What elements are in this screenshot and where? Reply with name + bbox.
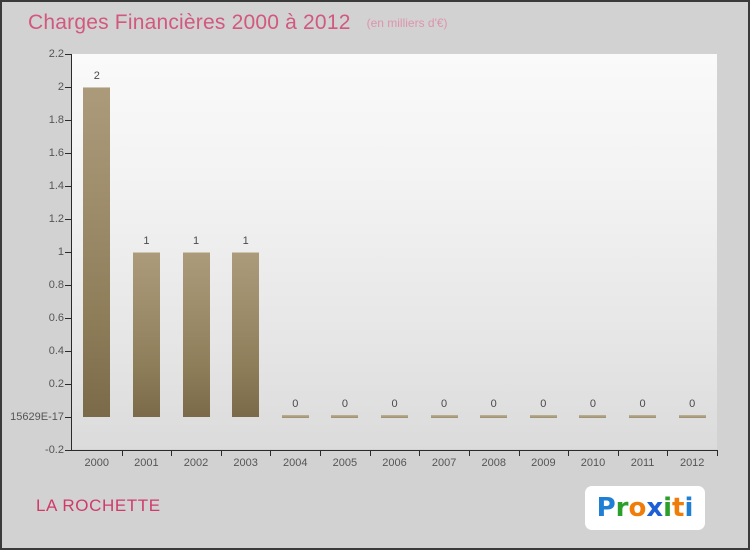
x-axis-tick bbox=[667, 450, 668, 456]
y-axis-tick bbox=[65, 318, 72, 319]
x-axis-tick bbox=[717, 450, 718, 456]
x-axis-label: 2008 bbox=[481, 457, 506, 469]
logo-letter: i bbox=[684, 493, 694, 523]
bar[interactable] bbox=[529, 415, 557, 418]
bar[interactable] bbox=[232, 252, 260, 417]
y-axis-tick bbox=[65, 153, 72, 154]
bar-value-label: 1 bbox=[143, 235, 150, 247]
bar-value-label: 1 bbox=[242, 235, 249, 247]
y-axis-tick bbox=[65, 186, 72, 187]
y-axis-label: 1.2 bbox=[48, 213, 64, 225]
x-axis-tick bbox=[171, 450, 172, 456]
x-axis-label: 2003 bbox=[233, 457, 258, 469]
x-axis-label: 2001 bbox=[134, 457, 159, 469]
bar-value-label: 0 bbox=[391, 398, 398, 410]
x-axis-line bbox=[71, 450, 718, 451]
logo-letter: i bbox=[663, 493, 673, 523]
x-axis-tick bbox=[519, 450, 520, 456]
y-axis-tick bbox=[65, 450, 72, 451]
bar[interactable] bbox=[281, 415, 309, 418]
x-axis-label: 2002 bbox=[183, 457, 209, 469]
page-title: Charges Financières 2000 à 2012 bbox=[28, 11, 351, 34]
y-axis-label: 1 bbox=[57, 246, 64, 258]
y-axis-tick bbox=[65, 351, 72, 352]
y-axis-label: 0.2 bbox=[48, 378, 64, 390]
x-axis-tick bbox=[270, 450, 271, 456]
bar-value-label: 0 bbox=[341, 398, 348, 410]
y-axis-label: 15629E-17 bbox=[10, 411, 64, 423]
x-axis-tick bbox=[568, 450, 569, 456]
x-axis-label: 2011 bbox=[630, 457, 655, 469]
bar-value-label: 0 bbox=[589, 398, 597, 410]
bar-value-label: 0 bbox=[540, 398, 547, 410]
x-axis-label: 2006 bbox=[382, 457, 407, 469]
x-axis-tick bbox=[370, 450, 371, 456]
chart-header: Charges Financières 2000 à 2012 (en mill… bbox=[2, 2, 748, 44]
logo-letter: o bbox=[628, 493, 647, 523]
bar[interactable] bbox=[480, 415, 508, 418]
y-axis-label: 1.6 bbox=[48, 147, 64, 159]
x-axis-label: 2010 bbox=[580, 457, 606, 469]
y-axis-label: 2 bbox=[57, 81, 64, 93]
bar[interactable] bbox=[331, 415, 359, 418]
logo-letter: r bbox=[615, 493, 629, 523]
bar[interactable] bbox=[579, 415, 607, 418]
bar[interactable] bbox=[132, 252, 160, 417]
x-axis-tick bbox=[122, 450, 123, 456]
bar[interactable] bbox=[182, 252, 210, 417]
bar-value-label: 0 bbox=[689, 398, 696, 410]
y-axis-tick bbox=[65, 285, 72, 286]
y-axis-tick bbox=[65, 219, 72, 220]
bar[interactable] bbox=[381, 415, 408, 418]
proxiti-logo[interactable]: Proxiti bbox=[585, 486, 705, 530]
bar[interactable] bbox=[629, 415, 657, 418]
y-axis-tick bbox=[65, 120, 72, 121]
bar-value-label: 1 bbox=[192, 235, 200, 247]
logo-letter: x bbox=[646, 493, 664, 523]
plot-area bbox=[72, 54, 717, 449]
y-axis-label: 2.2 bbox=[48, 48, 64, 60]
x-axis-tick bbox=[221, 450, 222, 456]
y-axis-tick bbox=[65, 87, 72, 88]
y-axis-tick bbox=[65, 384, 72, 385]
bar-value-label: 0 bbox=[639, 398, 646, 410]
x-axis-label: 2012 bbox=[679, 457, 705, 469]
logo-letter: P bbox=[596, 493, 616, 523]
x-axis-tick bbox=[320, 450, 321, 456]
x-axis-tick bbox=[618, 450, 619, 456]
proxiti-logo-text: Proxiti bbox=[597, 495, 694, 521]
commune-label: LA ROCHETTE bbox=[36, 496, 161, 515]
chart-subtitle: (en milliers d'€) bbox=[366, 16, 448, 30]
y-axis-label: 0.6 bbox=[48, 312, 64, 324]
x-axis-tick bbox=[469, 450, 470, 456]
bar-value-label: 0 bbox=[490, 398, 497, 410]
chart-footer: LA ROCHETTE Proxiti bbox=[2, 472, 748, 548]
y-axis-tick bbox=[65, 252, 72, 253]
logo-letter: t bbox=[672, 493, 685, 523]
y-axis-tick bbox=[65, 54, 72, 55]
y-axis-label: 1.4 bbox=[48, 180, 64, 192]
bar-value-label: 2 bbox=[93, 70, 100, 82]
x-axis-label: 2004 bbox=[283, 457, 308, 469]
y-axis-label: 0.4 bbox=[48, 345, 64, 357]
bar-value-label: 0 bbox=[441, 398, 448, 410]
x-axis-label: 2009 bbox=[531, 457, 556, 469]
y-axis-tick bbox=[65, 417, 72, 418]
y-axis-label: 1.8 bbox=[48, 114, 64, 126]
y-axis-label: -0.2 bbox=[45, 444, 64, 456]
bar[interactable] bbox=[678, 415, 706, 418]
bar-value-label: 0 bbox=[292, 398, 299, 410]
x-axis-tick bbox=[419, 450, 420, 456]
x-axis-label: 2005 bbox=[332, 457, 358, 469]
bar[interactable] bbox=[83, 87, 111, 417]
x-axis-label: 2000 bbox=[84, 457, 110, 469]
y-axis-label: 0.8 bbox=[48, 279, 64, 291]
x-axis-label: 2007 bbox=[431, 457, 457, 469]
bar[interactable] bbox=[430, 415, 458, 418]
